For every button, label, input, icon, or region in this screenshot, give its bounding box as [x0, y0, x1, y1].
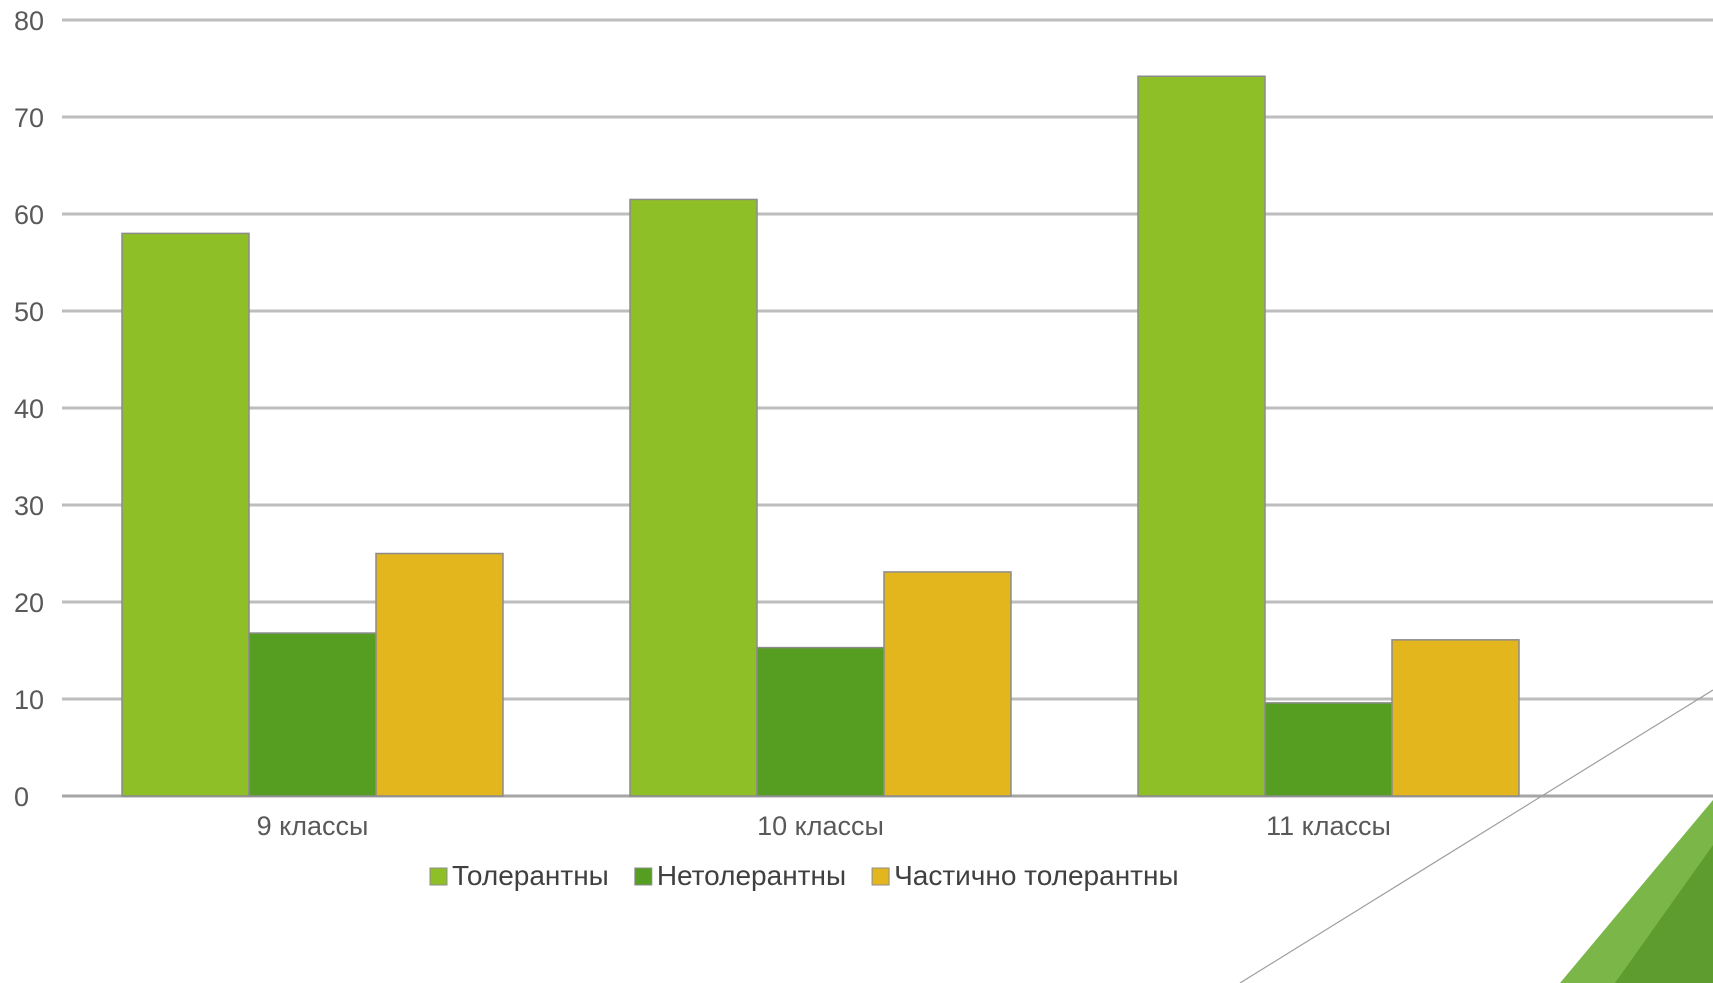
corner-accent-line	[1239, 689, 1713, 983]
legend-swatch	[429, 867, 448, 886]
x-category-label: 11 классы	[1266, 811, 1391, 841]
bar	[375, 552, 504, 797]
bar	[121, 232, 250, 797]
legend-entry: Частично толерантны	[894, 860, 1179, 891]
bar	[1137, 75, 1266, 797]
y-tick-label: 10	[14, 685, 44, 715]
legend-entry: Толерантны	[452, 860, 609, 891]
y-tick-label: 40	[14, 394, 44, 424]
y-tick-label: 0	[14, 782, 29, 812]
bar	[756, 646, 885, 797]
y-tick-label: 60	[14, 200, 44, 230]
legend-swatch	[871, 867, 890, 886]
y-tick-label: 80	[14, 6, 44, 36]
y-tick-label: 30	[14, 491, 44, 521]
bar	[883, 571, 1012, 797]
y-axis-tick-labels: 0 10 20 30 40 50 60 70 80	[14, 6, 44, 812]
bar	[1391, 639, 1520, 797]
bar	[629, 198, 758, 797]
legend-entry: Нетолерантны	[657, 860, 846, 891]
y-tick-label: 20	[14, 588, 44, 618]
bar	[248, 632, 377, 797]
x-category-label: 10 классы	[757, 811, 884, 841]
y-tick-label: 70	[14, 103, 44, 133]
y-tick-label: 50	[14, 297, 44, 327]
corner-accent-triangle-dark	[1615, 845, 1713, 983]
bar	[1264, 702, 1393, 797]
corner-decoration	[1239, 689, 1713, 983]
x-category-label: 9 классы	[257, 811, 369, 841]
legend: Толерантны Нетолерантны Частично толерантн…	[429, 860, 1179, 891]
x-axis-category-labels: 9 классы 10 классы 11 классы	[257, 811, 1391, 841]
legend-swatch	[634, 867, 653, 886]
bars	[121, 75, 1520, 797]
